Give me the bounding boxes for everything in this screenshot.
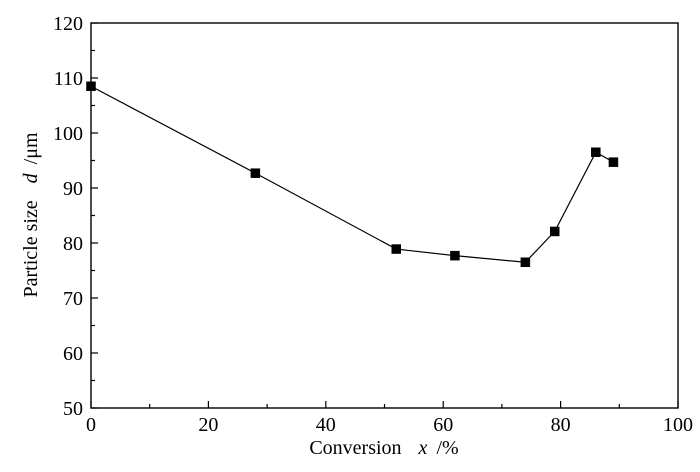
x-axis-title: Conversion x /% [309,437,458,459]
y-axis-title: Particle size d /μm [20,132,42,297]
data-point-marker [520,257,531,267]
x-tick-label: 100 [663,414,693,436]
y-axis-ticks: 50 60 70 80 90 100 110 120 [53,13,98,420]
series-markers [86,81,619,267]
x-tick-label: 40 [316,414,336,436]
y-tick-label: 110 [54,68,83,90]
plot-frame [90,22,679,409]
y-axis-unit: /μm [20,132,42,164]
y-axis-label: Particle size [20,200,42,297]
y-tick-label: 100 [53,123,83,145]
x-axis-ticks: 0 20 40 60 80 100 [86,401,693,436]
y-axis-variable: d [20,172,42,183]
y-tick-label: 60 [63,343,83,365]
x-tick-label: 0 [86,414,96,436]
x-axis-label: Conversion [309,437,401,459]
y-tick-label: 90 [63,178,83,200]
x-tick-label: 80 [551,414,571,436]
data-point-marker [549,226,560,237]
x-tick-label: 20 [198,414,218,436]
x-axis-unit: /% [436,437,458,459]
data-point-marker [86,81,96,91]
x-tick-label: 60 [433,414,453,436]
x-axis-variable: x [418,437,428,459]
data-point-marker [250,168,261,178]
y-tick-label: 70 [63,288,83,310]
series-line [90,85,614,263]
y-tick-label: 50 [63,398,83,420]
y-tick-label: 80 [63,233,83,255]
data-point-marker [591,147,601,157]
data-point-marker [608,157,619,167]
y-tick-label: 120 [53,13,83,35]
data-point-marker [391,244,401,254]
data-point-marker [450,250,460,261]
